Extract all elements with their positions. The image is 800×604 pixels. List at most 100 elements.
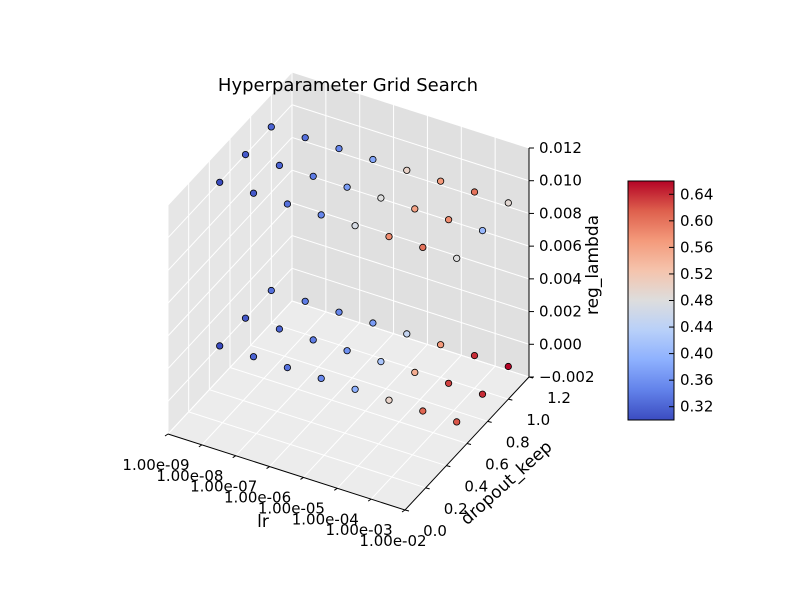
tick-labels: 1.00e-091.00e-081.00e-071.00e-061.00e-05… [122,139,594,550]
data-point [444,216,453,224]
y-tick-label: 0.2 [444,500,468,518]
x-tick [300,477,304,480]
data-point [309,172,317,180]
x-tick-label: 1.00e-09 [122,456,189,474]
data-point [216,342,224,350]
data-point [351,222,359,230]
colorbar-tick-label: 0.64 [680,185,713,203]
y-tick [404,509,410,512]
y-tick [446,465,451,468]
x-tick [232,455,236,459]
data-point [478,390,487,398]
data-point [369,155,377,164]
data-point [436,341,445,349]
y-tick [466,443,472,445]
y-tick-label: 1.0 [526,411,550,429]
data-point [301,297,309,305]
data-point [411,205,419,213]
colorbar-tick-label: 0.32 [680,398,713,416]
y-tick-label: 0.4 [464,478,488,496]
y-tick-label: 0.6 [485,456,509,474]
axes-lines [164,147,534,513]
x-tick [401,509,406,513]
y-tick-label: 1.2 [547,389,571,407]
y-tick-label: 0.8 [506,433,530,451]
data-point [419,243,427,251]
gridline-z [167,267,530,402]
z-tick-label: 0.000 [539,335,582,353]
data-point [275,325,283,333]
colorbar-tick-label: 0.36 [680,371,713,389]
data-point [403,166,411,174]
colorbar-tick-label: 0.52 [680,265,713,283]
x-tick [164,433,169,437]
x-tick-label: 1.00e-02 [359,532,426,550]
x-tick-label: 1.00e-07 [190,478,257,496]
data-point [411,368,419,376]
gridline-z [167,202,530,337]
x-tick-label: 1.00e-06 [224,489,291,507]
x-axis-label: lr [257,512,269,532]
x-tick [266,466,270,469]
data-point [249,353,258,361]
data-point [470,188,479,196]
data-point [241,314,250,322]
colorbar-tick-label: 0.40 [680,345,713,363]
y-tick [487,420,492,423]
data-point [335,308,343,316]
x-tick-label: 1.00e-04 [292,510,359,528]
data-point [317,211,325,219]
x-tick-label: 1.00e-03 [326,521,393,539]
data-point [385,233,393,241]
data-point [216,178,224,186]
data-point [504,362,512,371]
colorbar-tick-label: 0.56 [680,238,713,256]
data-point [283,363,291,372]
data-point [403,330,411,338]
data-point [301,134,309,142]
data-point [309,336,317,344]
data-points [216,123,512,426]
x-tick-label: 1.00e-05 [258,499,325,517]
data-point [504,199,512,207]
x-tick [367,498,372,502]
data-point [275,161,283,169]
data-point [317,374,325,382]
data-point [267,123,275,131]
data-point [343,347,351,355]
gridline-z [167,104,530,239]
z-tick-label: 0.008 [539,204,582,222]
data-point [385,396,393,404]
colorbar-tick-label: 0.48 [680,292,713,310]
gridline-z [167,234,530,369]
y-tick [425,487,430,490]
data-point [453,418,461,426]
data-point [343,183,351,191]
y-tick [508,398,513,401]
data-point [249,189,258,197]
colorbar-gradient [627,180,675,421]
z-tick-label: 0.004 [539,270,582,288]
z-tick-label: −0.002 [539,368,595,386]
data-point [335,145,343,153]
gridline-z [167,300,530,435]
data-point [241,151,250,159]
colorbar-ticks: 0.32 0.36 0.40 0.44 0.48 0.52 0.56 0.60 0.64 [669,185,713,416]
data-point [283,200,291,208]
x-tick [334,487,338,491]
y-tick-label: 0.0 [423,522,447,540]
data-point [453,254,461,262]
data-point [377,194,385,202]
data-point [351,385,359,393]
data-point [267,286,275,295]
chart-title: Hyperparameter Grid Search [218,75,478,96]
data-point [436,177,445,185]
data-point [470,351,479,360]
z-tick-label: 0.010 [539,172,582,190]
z-tick-label: 0.006 [539,237,582,255]
colorbar-tick-label: 0.60 [680,212,713,230]
x-tick-label: 1.00e-08 [156,467,223,485]
gridline-z [167,136,530,271]
